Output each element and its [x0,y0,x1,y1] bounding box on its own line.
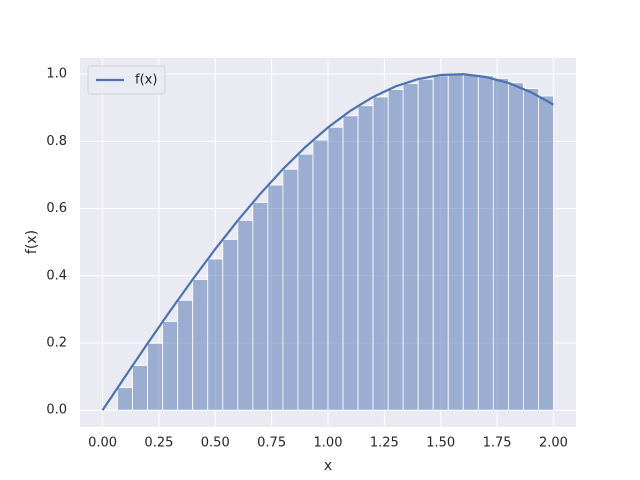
bar [357,105,374,411]
bar [312,139,329,411]
x-tick-label: 2.00 [539,436,568,451]
x-tick-label: 1.25 [370,436,399,451]
bar [492,78,509,411]
x-tick-label: 0.00 [88,436,117,451]
y-tick-label: 0.8 [46,134,67,149]
bar [477,75,494,411]
y-tick-label: 0.2 [46,335,67,350]
x-tick-label: 0.25 [144,436,173,451]
bar [417,78,434,411]
bar [402,83,419,411]
bar [207,258,224,411]
x-tick-label: 1.75 [483,436,512,451]
bar [327,126,344,411]
legend-label: f(x) [135,73,157,88]
x-tick-label: 0.75 [257,436,286,451]
y-axis-label: f(x) [24,230,40,254]
bar [192,279,209,411]
bar [523,88,539,411]
bar [252,202,269,411]
bar [177,299,194,411]
bar [222,239,239,411]
x-axis-label: x [324,458,332,474]
x-tick-label: 1.50 [426,436,455,451]
y-tick-label: 0.4 [46,268,67,283]
bar [372,96,389,411]
bar [432,75,449,411]
y-tick-label: 0.6 [46,201,67,216]
bar [342,115,359,411]
bar [447,74,464,411]
bar [507,82,524,411]
bar [162,321,179,411]
bar [538,95,554,411]
line [101,73,554,411]
bar [282,168,299,411]
bar [147,342,164,411]
bar [267,184,284,411]
bar [237,219,254,411]
y-tick-label: 0.0 [46,403,67,418]
bar [462,73,479,411]
x-tick-label: 1.00 [314,436,343,451]
bar [387,89,404,411]
y-tick-label: 1.0 [46,67,67,82]
bar [117,387,133,411]
legend-box [87,65,166,95]
x-tick-label: 0.50 [201,436,230,451]
bar [132,365,149,411]
bar [297,153,314,411]
